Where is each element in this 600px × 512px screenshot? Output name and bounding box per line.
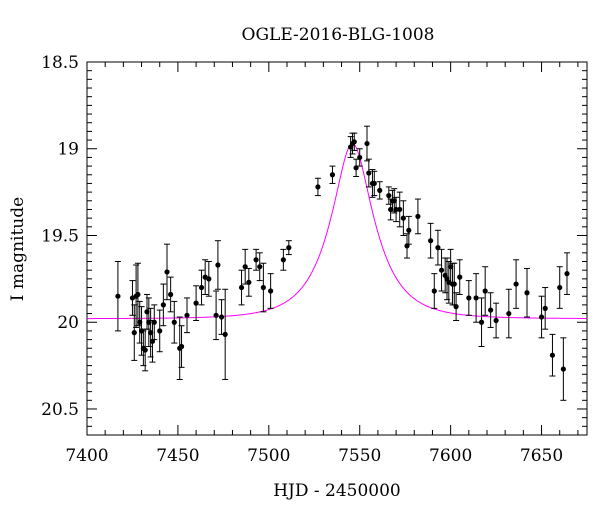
data-point [142,347,148,353]
data-point [391,198,397,204]
data-point [148,330,154,336]
data-point [215,262,221,268]
data-point [466,295,472,301]
data-point [557,284,563,291]
data-point [478,319,485,325]
model-layer [86,142,587,320]
data-point [329,172,336,178]
data-point [506,310,512,317]
data-point [513,281,519,287]
data-point [482,288,488,294]
data-point [473,295,479,301]
data-point [144,309,150,315]
data-point [400,215,406,221]
y-tick-label: 20 [57,313,79,333]
plot-frame [86,61,588,436]
x-tick-label: 7600 [429,446,472,466]
data-point [268,288,274,294]
data-point [206,276,212,282]
chart-title: OGLE-2016-BLG-1008 [242,25,435,45]
y-axis: 18.5 19 19.5 20 20.5 [41,53,587,436]
data-point [524,290,530,296]
y-tick-label: 19 [57,140,79,160]
data-point [366,170,372,176]
x-axis-title: HJD - 2450000 [273,481,401,501]
data-point [218,314,225,320]
y-axis-title: I magnitude [8,197,28,301]
data-point [135,291,141,298]
x-tick-label: 7450 [156,446,199,466]
data-point [253,257,259,263]
data-point [377,187,383,193]
data-point [137,319,143,325]
data-point [238,284,245,291]
data-point [286,245,292,251]
data-points-layer [114,125,570,401]
data-point [564,271,570,277]
x-tick-label: 7500 [247,446,290,466]
data-point [157,328,163,334]
data-point [371,180,377,187]
data-point [542,305,548,311]
data-point [364,140,370,147]
data-point [386,192,392,199]
y-tick-label: 20.5 [41,400,79,420]
data-point [257,264,263,270]
data-point [431,288,437,294]
data-point [160,302,166,308]
data-point [488,307,494,313]
data-point [549,352,556,358]
data-point [397,206,403,213]
data-point [193,300,199,306]
data-point [453,304,459,310]
data-point [351,139,357,145]
data-point [560,366,566,372]
data-point [538,314,545,320]
data-point [280,257,286,263]
data-point [393,206,399,213]
data-point [151,319,157,325]
data-point [198,284,205,291]
data-point [171,319,177,325]
data-point [184,312,190,318]
data-point [457,274,463,280]
data-point [493,317,499,324]
data-point [428,238,434,244]
data-point [438,267,445,273]
data-point [315,184,321,190]
data-point [357,154,363,161]
data-point [448,264,454,270]
data-point [246,279,252,285]
x-tick-label: 7400 [65,446,108,466]
y-tick-label: 19.5 [41,226,79,246]
data-point [415,213,421,220]
data-point [164,269,170,275]
model-curve [86,142,587,320]
x-tick-label: 7550 [338,446,381,466]
x-tick-label: 7650 [520,446,563,466]
data-point [168,291,174,298]
data-point [260,284,266,291]
data-point [451,281,457,287]
data-point [406,227,412,233]
data-point [115,293,121,299]
data-point [131,330,137,336]
x-axis: 7400 7450 7500 7550 7600 7650 [65,62,579,466]
y-tick-label: 18.5 [41,53,79,73]
data-point [213,312,219,318]
data-point [178,343,185,350]
data-point [222,331,228,337]
